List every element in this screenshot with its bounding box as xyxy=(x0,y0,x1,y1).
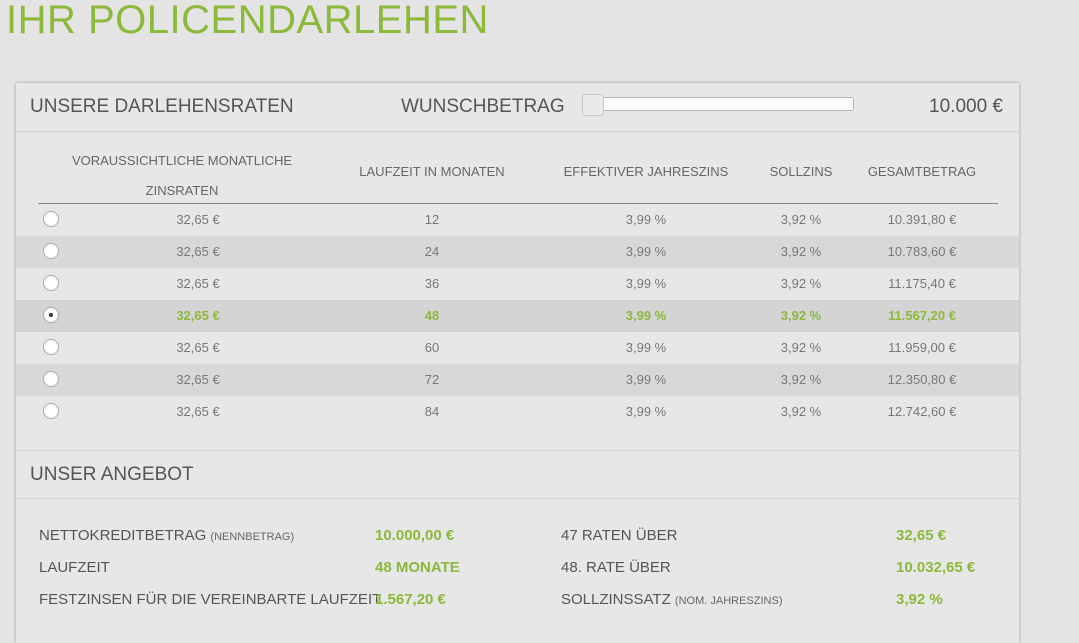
effektiver-jahreszins-cell: 3,99 % xyxy=(625,244,667,259)
term-radio[interactable] xyxy=(43,211,59,227)
offer-section-title: UNSER ANGEBOT xyxy=(30,464,194,485)
column-header-gesamtbetrag: GESAMTBETRAG xyxy=(867,164,977,179)
sollzinssatz-label-sub: (NOM. JAHRESZINS) xyxy=(674,595,783,607)
gesamtbetrag-cell: 12.350,80 € xyxy=(887,372,957,387)
last-rate-label: 48. RATE ÜBER xyxy=(561,559,671,576)
laufzeit-label: LAUFZEIT xyxy=(39,559,110,576)
offer-divider xyxy=(16,498,1019,499)
table-row[interactable]: 32,65 € 48 3,99 % 3,92 % 11.567,20 € xyxy=(16,300,1019,332)
laufzeit-cell: 72 xyxy=(424,372,440,387)
header-divider xyxy=(38,203,998,204)
column-header-rate: VORAUSSICHTLICHE MONATLICHE ZINSRATEN xyxy=(58,146,306,206)
gesamtbetrag-cell: 12.742,60 € xyxy=(887,404,957,419)
gesamtbetrag-cell: 11.567,20 € xyxy=(888,308,956,323)
gesamtbetrag-cell: 10.391,80 € xyxy=(887,212,957,227)
laufzeit-cell: 12 xyxy=(424,212,440,227)
rate-cell: 32,65 € xyxy=(176,308,220,323)
netto-label-text: NETTOKREDITBETRAG xyxy=(39,527,207,544)
table-row[interactable]: 32,65 € 72 3,99 % 3,92 % 12.350,80 € xyxy=(16,364,1019,396)
column-header-effektiver-jahreszins: EFFEKTIVER JAHRESZINS xyxy=(563,164,729,179)
column-header-sollzins: SOLLZINS xyxy=(769,164,833,179)
sollzins-cell: 3,92 % xyxy=(780,212,822,227)
rates-header: UNSERE DARLEHENSRATEN WUNSCHBETRAG 10.00… xyxy=(16,83,1019,132)
netto-label: NETTOKREDITBETRAG (NENNBETRAG) xyxy=(39,527,294,544)
effektiver-jahreszins-cell: 3,99 % xyxy=(625,212,667,227)
radio-selected-dot xyxy=(49,313,53,317)
laufzeit-value: 48 MONATE xyxy=(375,559,460,576)
page-title: IHR POLICENDARLEHEN xyxy=(6,0,489,42)
gesamtbetrag-cell: 11.175,40 € xyxy=(888,276,956,291)
slider-handle[interactable] xyxy=(582,94,604,116)
sollzinssatz-label: SOLLZINSSATZ (NOM. JAHRESZINS) xyxy=(561,591,782,608)
rate-cell: 32,65 € xyxy=(176,212,220,227)
last-rate-value: 10.032,65 € xyxy=(896,559,976,576)
table-row[interactable]: 32,65 € 36 3,99 % 3,92 % 11.175,40 € xyxy=(16,268,1019,300)
laufzeit-cell: 36 xyxy=(424,276,440,291)
laufzeit-cell: 84 xyxy=(424,404,440,419)
loan-panel: UNSERE DARLEHENSRATEN WUNSCHBETRAG 10.00… xyxy=(16,83,1019,643)
sollzins-cell: 3,92 % xyxy=(780,372,822,387)
table-row[interactable]: 32,65 € 60 3,99 % 3,92 % 11.959,00 € xyxy=(16,332,1019,364)
gesamtbetrag-cell: 10.783,60 € xyxy=(887,244,957,259)
effektiver-jahreszins-cell: 3,99 % xyxy=(625,276,667,291)
effektiver-jahreszins-cell: 3,99 % xyxy=(625,340,667,355)
section-divider xyxy=(16,450,1019,451)
raten-value: 32,65 € xyxy=(896,527,947,544)
festzinsen-value: 1.567,20 € xyxy=(375,591,446,608)
festzinsen-label: FESTZINSEN FÜR DIE VEREINBARTE LAUFZEIT xyxy=(39,591,382,608)
laufzeit-cell: 48 xyxy=(424,308,440,323)
effektiver-jahreszins-cell: 3,99 % xyxy=(625,404,667,419)
rate-cell: 32,65 € xyxy=(176,372,220,387)
column-header-rate-line1: VORAUSSICHTLICHE MONATLICHE xyxy=(71,153,293,168)
table-row[interactable]: 32,65 € 84 3,99 % 3,92 % 12.742,60 € xyxy=(16,396,1019,428)
wunschbetrag-value: 10.000 € xyxy=(929,96,1003,117)
sollzins-cell: 3,92 % xyxy=(780,404,822,419)
netto-value: 10.000,00 € xyxy=(375,527,455,544)
table-row[interactable]: 32,65 € 12 3,99 % 3,92 % 10.391,80 € xyxy=(16,204,1019,236)
rate-cell: 32,65 € xyxy=(176,244,220,259)
netto-label-sub: (NENNBETRAG) xyxy=(210,531,295,543)
column-header-rate-line2: ZINSRATEN xyxy=(145,183,219,198)
effektiver-jahreszins-cell: 3,99 % xyxy=(625,308,667,323)
gesamtbetrag-cell: 11.959,00 € xyxy=(888,340,956,355)
sollzinssatz-value: 3,92 % xyxy=(896,591,943,608)
rates-section-title: UNSERE DARLEHENSRATEN xyxy=(30,96,294,117)
term-radio[interactable] xyxy=(43,243,59,259)
rate-cell: 32,65 € xyxy=(176,276,220,291)
sollzins-cell: 3,92 % xyxy=(780,276,822,291)
effektiver-jahreszins-cell: 3,99 % xyxy=(625,372,667,387)
term-radio[interactable] xyxy=(43,307,59,323)
laufzeit-cell: 24 xyxy=(424,244,440,259)
column-header-laufzeit: LAUFZEIT IN MONATEN xyxy=(359,164,505,179)
sollzins-cell: 3,92 % xyxy=(780,340,822,355)
laufzeit-cell: 60 xyxy=(424,340,440,355)
sollzins-cell: 3,92 % xyxy=(780,308,822,323)
wunschbetrag-label: WUNSCHBETRAG xyxy=(401,96,565,117)
raten-label: 47 RATEN ÜBER xyxy=(561,527,678,544)
term-radio[interactable] xyxy=(43,403,59,419)
sollzinssatz-label-text: SOLLZINSSATZ xyxy=(561,591,671,608)
rate-cell: 32,65 € xyxy=(176,340,220,355)
term-radio[interactable] xyxy=(43,371,59,387)
rate-cell: 32,65 € xyxy=(176,404,220,419)
term-radio[interactable] xyxy=(43,339,59,355)
term-radio[interactable] xyxy=(43,275,59,291)
table-row[interactable]: 32,65 € 24 3,99 % 3,92 % 10.783,60 € xyxy=(16,236,1019,268)
sollzins-cell: 3,92 % xyxy=(780,244,822,259)
wunschbetrag-slider[interactable] xyxy=(582,97,854,111)
